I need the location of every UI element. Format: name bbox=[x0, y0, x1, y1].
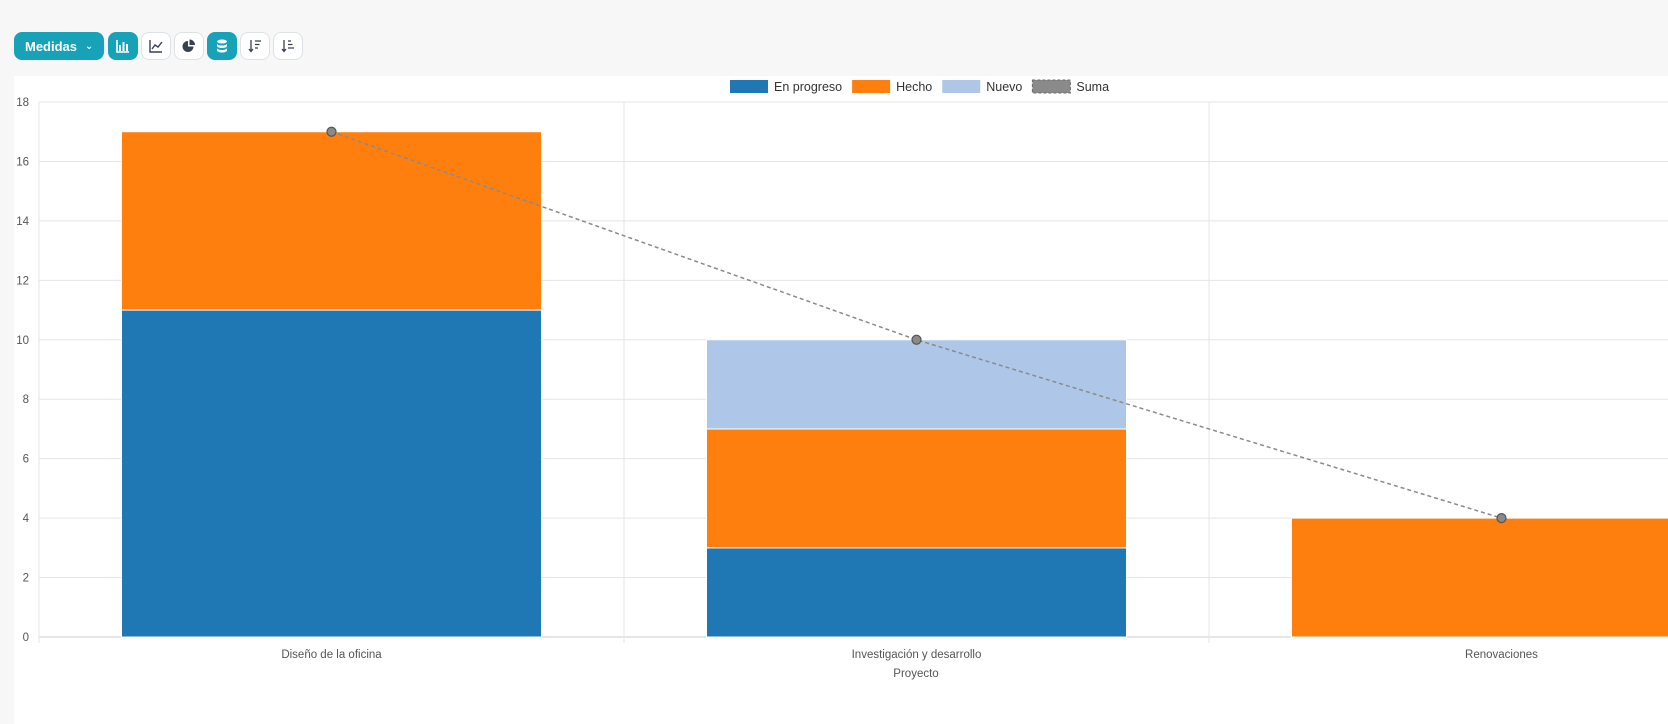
sum-line bbox=[331, 131, 1502, 519]
sort-descending-button[interactable] bbox=[240, 32, 271, 60]
bar-segment bbox=[706, 339, 1127, 430]
y-tick-label: 4 bbox=[23, 513, 30, 525]
sort-ascending-icon bbox=[281, 40, 295, 53]
y-tick-label: 12 bbox=[16, 275, 29, 287]
line-chart-button[interactable] bbox=[141, 32, 172, 60]
stacked-button[interactable] bbox=[207, 32, 238, 60]
sum-point bbox=[326, 126, 337, 137]
measures-label: Medidas bbox=[25, 38, 78, 54]
x-tick-label: Diseño de la oficina bbox=[281, 649, 382, 661]
bar-segment bbox=[121, 131, 542, 311]
pie-chart-icon bbox=[182, 39, 196, 52]
x-tick-label: Renovaciones bbox=[1465, 649, 1538, 661]
x-tick-label: Investigación y desarrollo bbox=[852, 649, 982, 661]
legend-swatch bbox=[730, 80, 768, 93]
sum-point bbox=[911, 334, 922, 345]
bar-chart-button[interactable] bbox=[108, 32, 139, 60]
y-tick-label: 2 bbox=[23, 573, 29, 585]
sum-point bbox=[1496, 513, 1507, 524]
y-tick-label: 8 bbox=[23, 394, 29, 406]
stacked-database-icon bbox=[217, 39, 228, 53]
y-tick-label: 14 bbox=[16, 216, 29, 228]
y-tick-label: 10 bbox=[16, 335, 29, 347]
legend-label: Nuevo bbox=[986, 80, 1022, 94]
sort-ascending-button[interactable] bbox=[273, 32, 304, 60]
x-axis-title: Proyecto bbox=[893, 668, 938, 680]
legend-label: En progreso bbox=[774, 80, 842, 94]
sort-descending-icon bbox=[248, 40, 262, 53]
legend-label: Hecho bbox=[896, 80, 932, 94]
line-chart-icon bbox=[149, 40, 163, 53]
bar-chart-icon bbox=[116, 40, 130, 53]
pie-chart-button[interactable] bbox=[174, 32, 205, 60]
bar-segment bbox=[706, 428, 1127, 549]
legend-swatch bbox=[852, 80, 891, 93]
legend-label: Suma bbox=[1076, 80, 1109, 94]
measures-dropdown-button[interactable]: Medidas ⌄ bbox=[14, 32, 105, 60]
bar-segment bbox=[121, 309, 542, 638]
chart-panel: 0 2 4 6 8 10 12 14 16 18 Diseño de la oficina Inves… bbox=[14, 76, 1668, 724]
legend-swatch bbox=[1031, 79, 1071, 94]
bar-segment bbox=[706, 547, 1127, 638]
bar-segment bbox=[1291, 517, 1668, 638]
chart-toolbar: Medidas ⌄ bbox=[14, 31, 306, 61]
stacked-bar-chart: 0 2 4 6 8 10 12 14 16 18 Diseño de la oficina Inves… bbox=[16, 79, 1668, 680]
y-tick-label: 6 bbox=[23, 454, 29, 466]
y-tick-label: 16 bbox=[16, 156, 29, 168]
chevron-down-icon: ⌄ bbox=[85, 40, 94, 52]
y-tick-label: 18 bbox=[16, 97, 29, 109]
legend-swatch bbox=[942, 80, 981, 93]
y-tick-label: 0 bbox=[23, 632, 29, 644]
